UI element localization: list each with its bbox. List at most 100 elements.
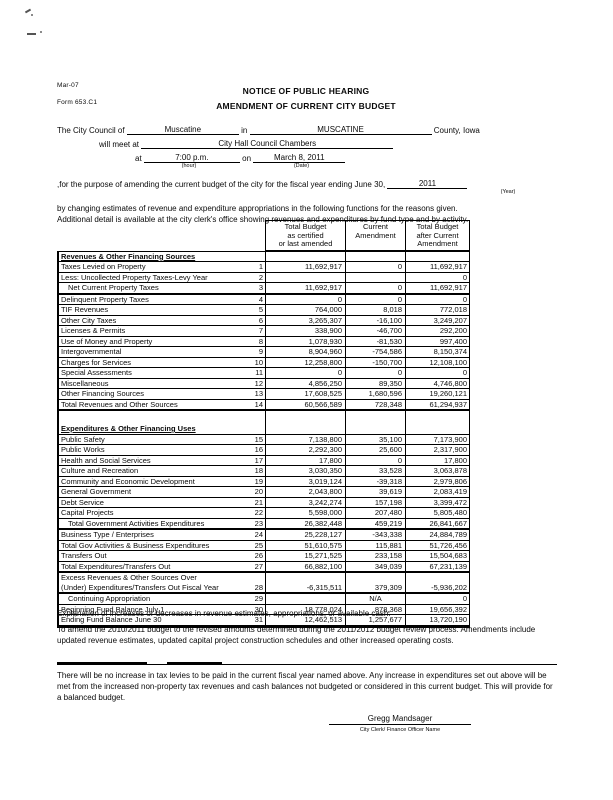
row-label: Community and Economic Development [61,476,195,486]
amount-after: 2,979,806 [405,476,470,486]
col-header-after: Total Budget after Current Amendment [405,220,470,251]
table-row: Community and Economic Development 19 3,… [59,476,470,487]
fiscal-year-blank: 2011 [387,179,468,189]
council-line: The City Council of Muscatine in MUSCATI… [57,125,555,135]
amount-after: 17,800 [405,455,470,465]
line-number: 10 [254,357,263,367]
row-label: Other Financing Sources [61,389,144,398]
amount-after: 292,200 [405,326,470,336]
amount-amendment: 1,680,596 [345,389,405,399]
amount-certified: -6,315,511 [265,582,345,592]
line-number: 26 [254,551,263,560]
table-row: Total Revenues and Other Sources 14 60,5… [59,399,469,411]
time-date-sublabels: (hour) (Date) [57,163,555,172]
amount-amendment: 25,600 [345,445,405,455]
line-number [249,424,265,434]
amount-amendment: 89,350 [345,378,405,388]
line-number: 1 [258,262,263,271]
meeting-time-line: at 7:00 p.m. on March 8, 2011 [57,153,555,163]
row-label: Net Current Property Taxes [68,283,159,292]
amount-after: 3,249,207 [405,315,470,325]
amount-certified: 51,610,575 [265,540,345,550]
row-label: Public Works [61,445,105,454]
amount-amendment: 8,018 [345,305,405,315]
line-number: 4 [258,294,263,304]
amount-certified: 3,019,124 [265,476,345,486]
amount-amendment: 349,039 [345,561,405,571]
amount-certified [265,573,345,583]
purpose-line: ,for the purpose of amending the current… [57,179,555,189]
table-row: Less: Uncollected Property Taxes-Levy Ye… [59,272,469,283]
amount-certified: 26,382,448 [265,518,345,528]
line-number: 18 [254,466,263,475]
amount-amendment: 39,619 [345,487,405,497]
amount-after: 13,720,190 [405,615,470,625]
balanced-budget-paragraph: There will be no increase in tax levies … [57,671,553,702]
amount-after: 772,018 [405,305,470,315]
explanation-heading: Explanation of increases or decreases in… [57,609,391,618]
amount-after: 997,400 [405,336,470,346]
amount-certified: 0 [265,368,345,378]
table-row: Other Financing Sources 13 17,608,525 1,… [59,389,469,400]
row-label: General Government [61,487,132,496]
table-row: Use of Money and Property 8 1,078,930 -8… [59,336,470,347]
form-revision-date: Mar-07 [57,82,79,89]
row-label: Business Type / Enterprises [61,530,154,539]
row-label: Revenues & Other Financing Sources [61,251,196,261]
amount-amendment: 459,219 [345,518,405,528]
hour-sublabel: (hour) [181,163,197,169]
amount-amendment: 115,881 [345,540,405,550]
row-label: Excess Revenues & Other Sources Over [61,573,197,582]
table-row: Transfers Out 26 15,271,525 233,158 15,5… [59,551,469,562]
amount-after: 2,317,900 [405,445,470,455]
line-number: 27 [254,561,263,571]
line-number: 12 [254,378,263,388]
county-name-blank: MUSCATINE [249,125,432,135]
line-number: 15 [254,434,263,444]
row-label: Taxes Levied on Property [61,262,146,271]
on-word: on [242,154,252,163]
table-row: (Under) Expenditures/Transfers Out Fisca… [59,582,469,594]
title-block: NOTICE OF PUBLIC HEARING AMENDMENT OF CU… [57,84,555,114]
amount-amendment: 33,528 [345,466,405,476]
amount-certified [265,594,345,604]
amount-certified: 17,800 [265,455,345,465]
meeting-time-blank: 7:00 p.m. [143,153,240,163]
amount-after: 67,231,139 [405,561,470,571]
row-label: Public Safety [61,434,105,444]
county-suffix: County, Iowa [433,126,480,135]
line-number: 11 [255,368,263,377]
row-label: Special Assessments [61,368,132,377]
purpose-text: ,for the purpose of amending the current… [57,180,386,189]
table-row: General Government 20 2,043,800 39,619 2… [59,487,469,498]
amount-after: 24,884,789 [405,530,470,540]
table-row: Miscellaneous 12 4,856,250 89,350 4,746,… [59,378,469,389]
amount-after: 5,805,480 [405,508,470,518]
row-label: Capital Projects [61,508,114,517]
table-body: Revenues & Other Financing Sources Taxes… [57,250,470,628]
amount-amendment: -150,700 [345,357,405,367]
table-row: Special Assessments 11 0 0 0 [59,368,469,379]
amount-amendment: -81,530 [345,336,405,346]
amount-after: 3,063,878 [405,466,470,476]
row-label: Less: Uncollected Property Taxes-Levy Ye… [61,272,208,282]
amount-amendment [345,251,405,261]
amount-certified: 2,043,800 [265,487,345,497]
table-row: Ending Fund Balance June 30 31 12,462,51… [59,615,469,626]
amount-amendment: 0 [345,262,405,272]
line-number: 13 [254,389,263,398]
amount-certified [265,251,345,261]
amount-after: 51,726,456 [405,540,470,550]
amount-amendment [345,424,405,434]
amount-amendment: 0 [345,455,405,465]
amount-certified: 12,462,513 [265,615,345,625]
amount-amendment: -754,586 [345,347,405,357]
header-spacer [57,220,265,251]
amount-certified: 11,692,917 [265,283,345,293]
amount-after: 19,260,121 [405,389,470,399]
signature-block: Gregg Mandsager City Clerk/ Finance Offi… [320,708,480,733]
table-row: Continuing Appropriation 29 N/A 0 [59,594,469,605]
amount-after: 12,108,100 [405,357,470,367]
line-number: 22 [254,508,263,517]
